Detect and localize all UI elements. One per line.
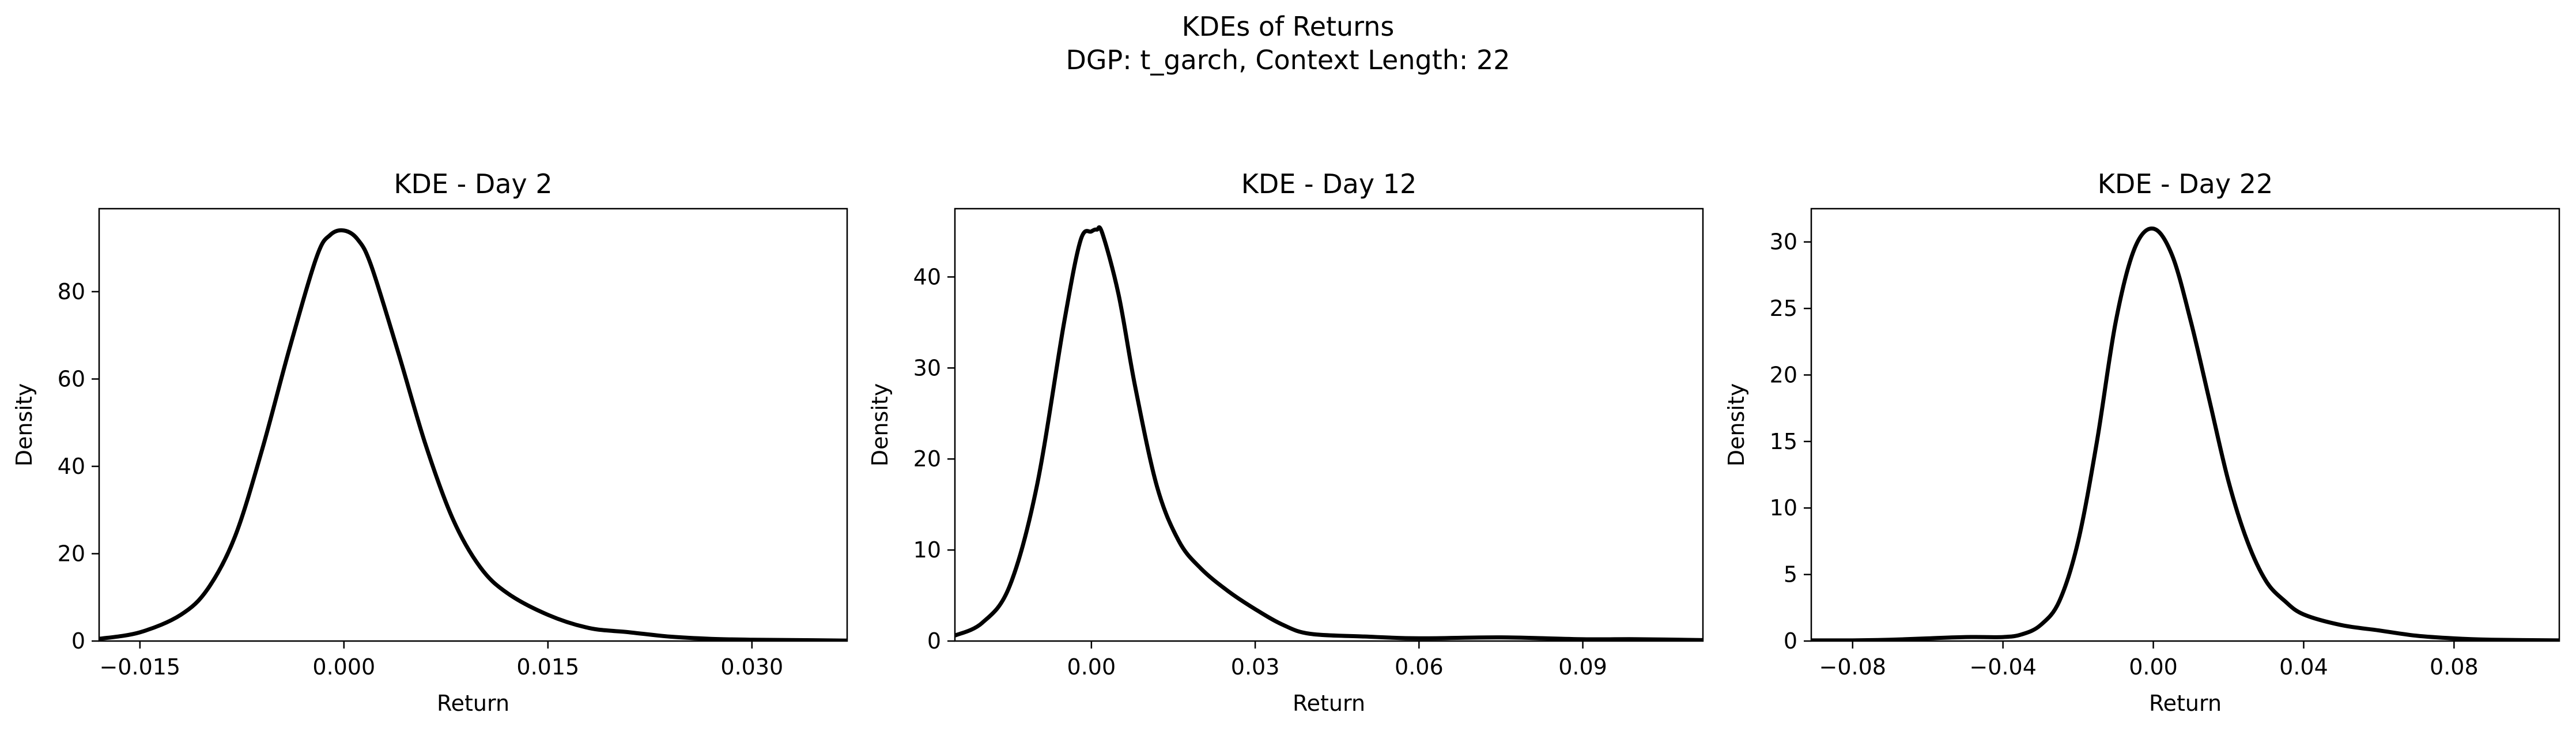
y-tick-label: 60 [58,366,85,391]
y-tick-label: 0 [927,628,941,654]
y-tick-label: 0 [1784,628,1797,654]
y-tick-label: 20 [1770,362,1797,387]
y-tick-label: 25 [1770,296,1797,321]
figure-subtitle: DGP: t_garch, Context Length: 22 [1066,44,1510,76]
x-tick-label: 0.09 [1558,654,1607,680]
subplot-1: −0.015 0.000 0.015 0.030 0 20 40 60 80 KDE - Day … [12,168,848,716]
axes-frame [954,208,1704,642]
x-tick-label: 0.00 [1067,654,1116,680]
kde-line-1 [99,228,847,641]
x-tick-label: 0.08 [2430,654,2479,680]
y-tick-label: 10 [913,537,941,563]
y-tick-label: 30 [1770,229,1797,255]
x-tick-label: 0.030 [720,654,783,680]
subplot-2: 0.00 0.03 0.06 0.09 0 10 20 30 40 KDE - Day 12 Ret… [867,168,1704,716]
subplot-3: −0.08 −0.04 0.00 0.04 0.08 0 5 10 15 20 25 30 KDE - … [1724,168,2560,716]
y-tick-label: 40 [58,454,85,479]
x-axis-label: Return [1293,691,1365,716]
axes-frame [98,208,848,642]
y-tick-label: 20 [58,541,85,566]
x-tick-label: −0.04 [1969,654,2036,680]
x-tick-label: 0.00 [2129,654,2178,680]
y-tick-label: 5 [1784,562,1797,587]
y-axis-label: Density [867,383,893,466]
subplot-title: KDE - Day 12 [1241,168,1417,199]
x-tick-label: 0.015 [516,654,579,680]
kde-line-1 [1811,226,2559,641]
subplot-title: KDE - Day 2 [394,168,552,199]
x-tick-label: −0.08 [1819,654,1886,680]
x-axis-label: Return [437,691,509,716]
x-tick-label: 0.03 [1231,654,1280,680]
y-tick-label: 0 [71,628,85,654]
y-tick-label: 80 [58,279,85,304]
y-tick-label: 10 [1770,495,1797,521]
y-axis-label: Density [1724,383,1749,466]
y-tick-label: 30 [913,355,941,380]
y-tick-label: 20 [913,446,941,472]
kde-line-1 [955,225,1703,641]
y-axis-label: Density [12,383,37,466]
figure-title: KDEs of Returns [1182,11,1395,42]
y-tick-label: 40 [913,264,941,289]
x-axis-label: Return [2149,691,2222,716]
x-tick-label: 0.000 [312,654,375,680]
x-tick-label: 0.04 [2279,654,2328,680]
x-tick-label: 0.06 [1395,654,1444,680]
subplot-title: KDE - Day 22 [2098,168,2273,199]
x-tick-label: −0.015 [99,654,180,680]
axes-frame [1810,208,2560,642]
y-tick-label: 15 [1770,429,1797,454]
